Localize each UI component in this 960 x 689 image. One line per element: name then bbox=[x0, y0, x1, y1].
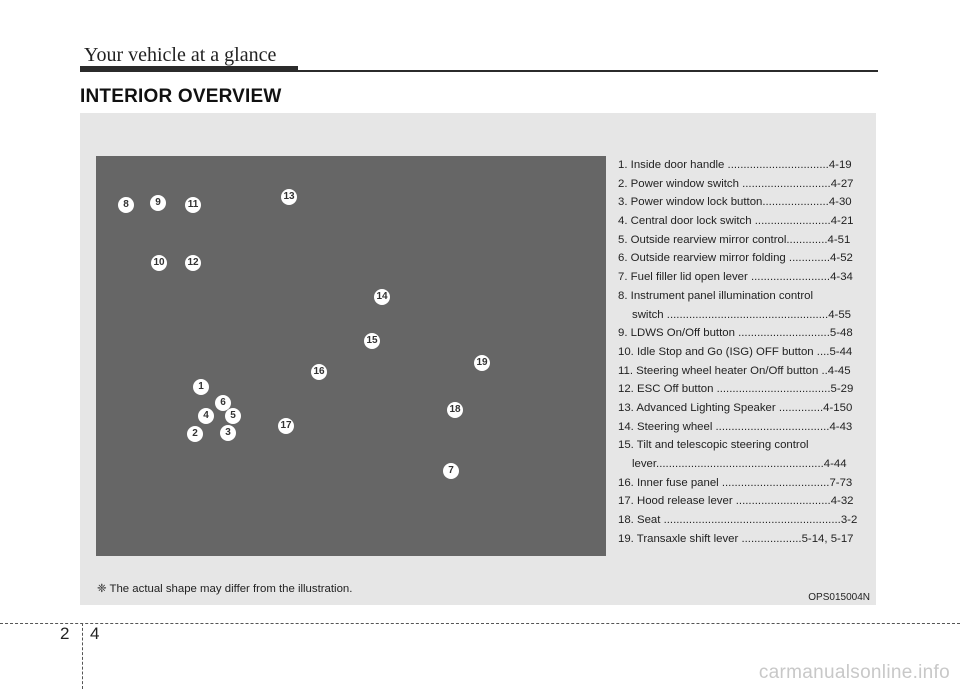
list-item: 5. Outside rearview mirror control......… bbox=[618, 233, 851, 246]
list-item: 13. Advanced Lighting Speaker ..........… bbox=[618, 401, 853, 414]
list-item: 14. Steering wheel .....................… bbox=[618, 420, 853, 433]
list-item: 12. ESC Off button .....................… bbox=[618, 383, 854, 396]
callout-marker: 1 bbox=[193, 379, 209, 395]
list-item: 1. Inside door handle ..................… bbox=[618, 159, 852, 171]
callout-marker: 15 bbox=[364, 333, 380, 349]
callout-marker: 9 bbox=[150, 195, 166, 211]
list-item: 9. LDWS On/Off button ..................… bbox=[618, 327, 853, 340]
callout-marker: 6 bbox=[215, 395, 231, 411]
callout-marker: 8 bbox=[118, 197, 134, 213]
list-item: 4. Central door lock switch ............… bbox=[618, 215, 854, 228]
callout-marker: 4 bbox=[198, 408, 214, 424]
callout-marker: 3 bbox=[220, 425, 236, 441]
watermark: carmanualsonline.info bbox=[758, 662, 950, 683]
footer-vertical-divider bbox=[82, 623, 83, 689]
header-rule-thick bbox=[80, 66, 298, 72]
list-item: 6. Outside rearview mirror folding .....… bbox=[618, 252, 853, 265]
list-item: 16. Inner fuse panel ...................… bbox=[618, 476, 853, 489]
page-number: 4 bbox=[90, 624, 100, 643]
list-item: 11. Steering wheel heater On/Off button … bbox=[618, 364, 851, 377]
header-rule-thin bbox=[298, 70, 878, 72]
chapter-number: 2 bbox=[60, 624, 70, 643]
callout-marker: 7 bbox=[443, 463, 459, 479]
component-list: 1. Inside door handle ..................… bbox=[618, 156, 870, 548]
list-item-continuation: lever...................................… bbox=[632, 458, 847, 470]
callout-marker: 13 bbox=[281, 189, 297, 205]
list-item: 18. Seat ...............................… bbox=[618, 514, 858, 527]
list-item: 3. Power window lock button.............… bbox=[618, 196, 852, 209]
callout-marker: 19 bbox=[474, 355, 490, 371]
list-item: 17. Hood release lever .................… bbox=[618, 495, 854, 508]
callout-marker: 16 bbox=[311, 364, 327, 380]
list-item: 10. Idle Stop and Go (ISG) OFF button ..… bbox=[618, 345, 853, 358]
list-item: 19. Transaxle shift lever ..............… bbox=[618, 532, 854, 545]
section-title: Your vehicle at a glance bbox=[84, 44, 277, 66]
callout-marker: 5 bbox=[225, 408, 241, 424]
list-item-continuation: switch .................................… bbox=[632, 308, 852, 321]
list-item: 2. Power window switch .................… bbox=[618, 177, 854, 190]
callout-marker: 11 bbox=[185, 197, 201, 213]
image-code: OPS015004N bbox=[808, 592, 870, 603]
callout-marker: 10 bbox=[151, 255, 167, 271]
list-item: 15. Tilt and telescopic steering control bbox=[618, 439, 809, 452]
list-item: 8. Instrument panel illumination control bbox=[618, 289, 814, 302]
illustration-note: ❈ The actual shape may differ from the i… bbox=[97, 583, 353, 595]
page-heading: INTERIOR OVERVIEW bbox=[80, 86, 282, 107]
interior-illustration: 1 2 3 4 5 6 7 8 9 10 11 12 13 14 15 16 1… bbox=[96, 156, 606, 556]
footer-divider bbox=[0, 623, 960, 624]
callout-marker: 17 bbox=[278, 418, 294, 434]
callout-marker: 12 bbox=[185, 255, 201, 271]
callout-marker: 14 bbox=[374, 289, 390, 305]
list-item: 7. Fuel filler lid open lever ..........… bbox=[618, 271, 853, 284]
callout-marker: 18 bbox=[447, 402, 463, 418]
callout-marker: 2 bbox=[187, 426, 203, 442]
